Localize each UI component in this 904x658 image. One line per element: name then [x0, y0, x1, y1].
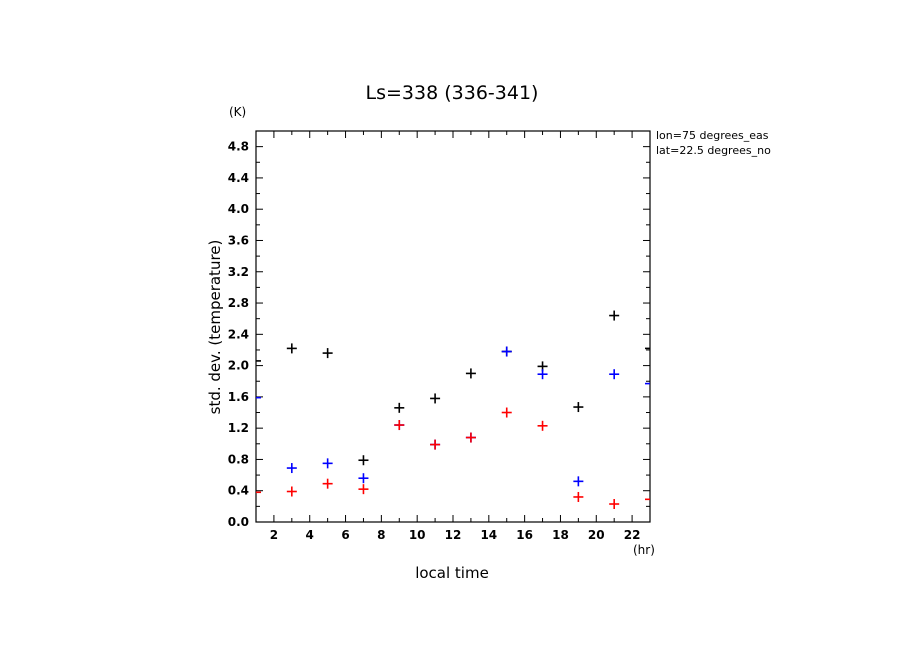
y-tick-label: 4.4	[228, 171, 249, 185]
x-tick-label: 10	[409, 528, 426, 542]
data-point-series-3	[465, 432, 476, 443]
x-tick-label: 8	[377, 528, 385, 542]
x-tick-label: 22	[624, 528, 641, 542]
y-tick-label: 4.8	[228, 140, 249, 154]
x-tick-label: 14	[480, 528, 497, 542]
data-point-series-2	[286, 463, 297, 474]
data-point-series-1	[286, 343, 297, 354]
y-tick-label: 0.0	[228, 515, 249, 529]
data-point-series-2	[501, 346, 512, 357]
data-point-series-1	[394, 402, 405, 413]
chart-title: Ls=338 (336-341)	[366, 82, 539, 104]
y-tick-label: 0.4	[228, 484, 249, 498]
data-point-series-2	[322, 458, 333, 469]
data-point-series-3	[573, 491, 584, 502]
y-tick-label: 2.8	[228, 296, 249, 310]
data-point-series-1	[465, 368, 476, 379]
data-point-series-3	[394, 420, 405, 431]
plot-frame	[255, 130, 651, 523]
x-tick-label: 2	[270, 528, 278, 542]
data-point-series-1	[573, 402, 584, 413]
data-point-series-3	[322, 478, 333, 489]
x-tick-label: 20	[588, 528, 605, 542]
data-point-series-2	[573, 476, 584, 487]
y-axis-title: std. dev. (temperature)	[206, 240, 224, 415]
y-tick-label: 2.0	[228, 359, 249, 373]
data-point-series-3	[609, 499, 620, 510]
annotation-lon: lon=75 degrees_eas	[656, 129, 769, 142]
data-point-series-2	[609, 369, 620, 380]
y-tick-label: 1.6	[228, 390, 249, 404]
y-tick-label: 1.2	[228, 421, 249, 435]
data-point-series-3	[537, 420, 548, 431]
data-point-series-3	[430, 439, 441, 450]
x-tick-label: 18	[552, 528, 569, 542]
y-tick-label: 0.8	[228, 452, 249, 466]
data-point-series-1	[358, 455, 369, 466]
x-unit-label: (hr)	[633, 543, 655, 557]
y-tick-label: 3.6	[228, 233, 249, 247]
x-tick-label: 12	[445, 528, 462, 542]
data-point-series-3	[286, 486, 297, 497]
data-point-series-1	[430, 393, 441, 404]
y-tick-label: 2.4	[228, 327, 249, 341]
annotation-lat: lat=22.5 degrees_no	[656, 144, 771, 157]
x-tick-label: 4	[306, 528, 314, 542]
x-tick-label: 16	[516, 528, 533, 542]
data-point-series-2	[358, 473, 369, 484]
data-point-series-1	[322, 348, 333, 359]
data-point-series-3	[358, 484, 369, 495]
y-unit-label: (K)	[229, 105, 246, 119]
y-tick-label: 3.2	[228, 265, 249, 279]
data-point-series-3	[501, 407, 512, 418]
y-tick-label: 4.0	[228, 202, 249, 216]
axis-ticks: 2 4 6 8 10 12 14 16 18 20 22 0.0 0.4 0.8 1.2 1.6 2.0 2.4 2…	[228, 130, 651, 542]
data-point-series-1	[609, 310, 620, 321]
data-points	[256, 310, 650, 510]
x-tick-label: 6	[341, 528, 349, 542]
data-point-series-2	[537, 369, 548, 380]
x-axis-title: local time	[415, 564, 489, 582]
